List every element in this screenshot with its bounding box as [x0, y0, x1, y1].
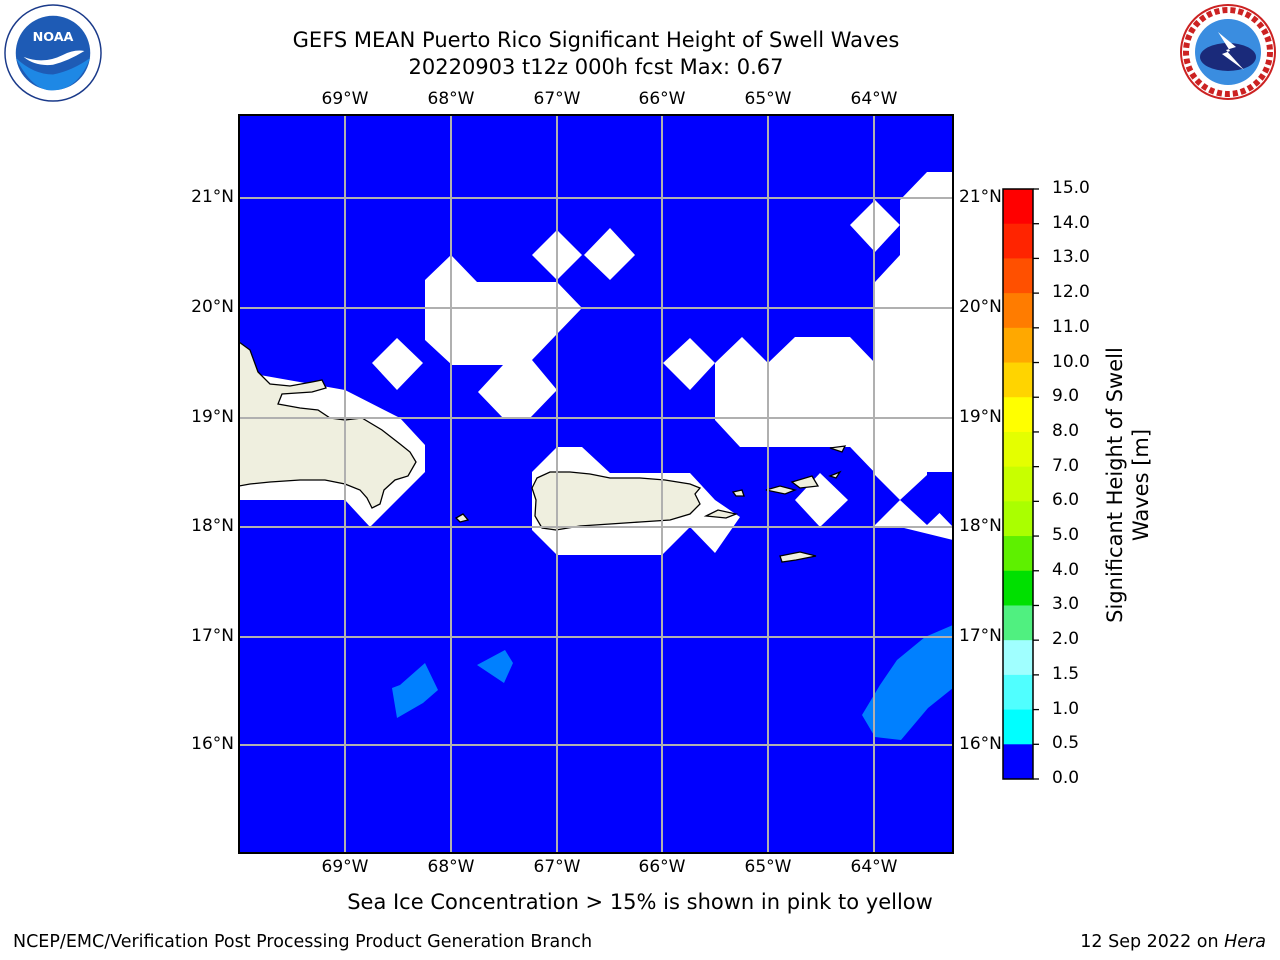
colorbar-tick-label: 1.0: [1052, 698, 1080, 719]
chart-title: GEFS MEAN Puerto Rico Significant Height…: [292, 28, 900, 52]
mask-diamond: [663, 338, 715, 390]
colorbar-tick-label: 9.0: [1052, 386, 1080, 407]
colorbar-segment: [1003, 223, 1033, 259]
colorbar-segment: [1003, 605, 1033, 641]
lat-label-left: 21°N: [191, 187, 234, 207]
footer-branch: NCEP/EMC/Verification Post Processing Pr…: [13, 932, 593, 952]
lat-label-right: 16°N: [959, 734, 1002, 754]
lat-label-left: 17°N: [191, 626, 234, 646]
ocean-hole: [822, 447, 875, 500]
colorbar-segment: [1003, 293, 1033, 329]
lat-label-left: 19°N: [191, 407, 234, 427]
lon-label-top: 64°W: [850, 89, 898, 109]
lon-label-bottom: 67°W: [533, 857, 581, 877]
lon-label-top: 67°W: [533, 89, 581, 109]
virgin-gorda-island: [790, 475, 820, 489]
colorbar-tick-label: 0.0: [1052, 768, 1080, 788]
noaa-logo-icon: NOAA: [4, 4, 102, 102]
colorbar-tick-label: 15.0: [1052, 178, 1090, 198]
lon-label-bottom: 69°W: [321, 857, 369, 877]
colorbar: [1003, 189, 1033, 780]
lat-label-right: 17°N: [959, 626, 1002, 646]
colorbar-segment: [1003, 570, 1033, 606]
mona-island: [454, 513, 470, 523]
colorbar-tick-label: 3.0: [1052, 594, 1080, 615]
colorbar-segment: [1003, 189, 1033, 225]
colorbar-tick-marks: [1033, 188, 1039, 780]
lat-label-left: 18°N: [191, 516, 234, 536]
colorbar-tick-label: 10.0: [1052, 351, 1090, 372]
land-masses: [239, 341, 847, 563]
mask-diamond: [584, 228, 635, 280]
colorbar-segment: [1003, 709, 1033, 745]
culebra-island: [731, 489, 745, 497]
lat-label-right: 20°N: [959, 297, 1002, 317]
sea-ice-note: Sea Ice Concentration > 15% is shown in …: [347, 890, 933, 914]
lat-label-right: 21°N: [959, 187, 1002, 207]
colorbar-tick-label: 2.0: [1052, 629, 1080, 650]
swell-patch: [477, 650, 513, 683]
lon-label-top: 69°W: [321, 89, 369, 109]
ocean-hole: [900, 475, 953, 525]
colorbar-tick-label: 14.0: [1052, 212, 1090, 233]
colorbar-segment: [1003, 362, 1033, 398]
gridlines: [239, 115, 953, 853]
colorbar-segment: [1003, 744, 1033, 780]
map-frame: [238, 114, 954, 854]
st-croix-island: [779, 551, 817, 563]
vieques-island: [703, 509, 739, 519]
colorbar-segment: [1003, 397, 1033, 433]
lon-label-bottom: 65°W: [744, 857, 792, 877]
lat-label-right: 18°N: [959, 516, 1002, 536]
colorbar-segment: [1003, 466, 1033, 502]
lat-label-right: 19°N: [959, 407, 1002, 427]
lat-label-left: 16°N: [191, 734, 234, 754]
colorbar-tick-label: 0.5: [1052, 733, 1080, 754]
colorbar-tick-label: 8.0: [1052, 420, 1080, 441]
lat-label-left: 20°N: [191, 297, 234, 317]
colorbar-segment: [1003, 258, 1033, 294]
footer-timestamp: 12 Sep 2022 on Hera: [1080, 932, 1266, 952]
lon-label-top: 65°W: [744, 89, 792, 109]
colorbar-tick-label: 12.0: [1052, 282, 1090, 303]
colorbar-tick-label: 5.0: [1052, 525, 1080, 546]
colorbar-tick-label: 4.0: [1052, 559, 1080, 580]
chart-subtitle: 20220903 t12z 000h fcst Max: 0.67: [408, 55, 784, 79]
colorbar-tick-label: 6.0: [1052, 490, 1080, 511]
lon-label-bottom: 68°W: [427, 857, 475, 877]
colorbar-segment: [1003, 536, 1033, 572]
swell-patch: [862, 625, 953, 740]
anegada-island: [828, 470, 842, 479]
lon-label-top: 66°W: [638, 89, 686, 109]
swell-patch: [392, 663, 438, 718]
colorbar-tick-label: 7.0: [1052, 455, 1080, 476]
lon-label-bottom: 64°W: [850, 857, 898, 877]
colorbar-segment: [1003, 327, 1033, 364]
mask-diamond: [372, 338, 423, 390]
lon-label-top: 68°W: [427, 89, 475, 109]
nws-logo-icon: [1180, 4, 1276, 100]
colorbar-tick-label: 13.0: [1052, 247, 1090, 268]
hispaniola-land: [239, 341, 417, 509]
mask-east: [715, 172, 953, 540]
mask-north: [425, 255, 582, 418]
colorbar-tick-label: 1.5: [1052, 663, 1080, 684]
swell-contour-0-5: [392, 625, 953, 740]
colorbar-segment: [1003, 640, 1033, 676]
puerto-rico-land: [531, 471, 702, 531]
colorbar-tick-label: 11.0: [1052, 316, 1090, 337]
lon-label-bottom: 66°W: [638, 857, 686, 877]
colorbar-frame: [1002, 188, 1034, 780]
svg-text:NOAA: NOAA: [33, 30, 74, 45]
colorbar-segment: [1003, 431, 1033, 468]
colorbar-label: Significant Height of Swell Waves [m]: [1103, 347, 1153, 623]
colorbar-segment: [1003, 501, 1033, 537]
footer-host: Hera: [1224, 932, 1266, 952]
anguilla-island: [829, 445, 847, 453]
st-thomas-island: [765, 485, 798, 495]
colorbar-segment: [1003, 674, 1033, 711]
